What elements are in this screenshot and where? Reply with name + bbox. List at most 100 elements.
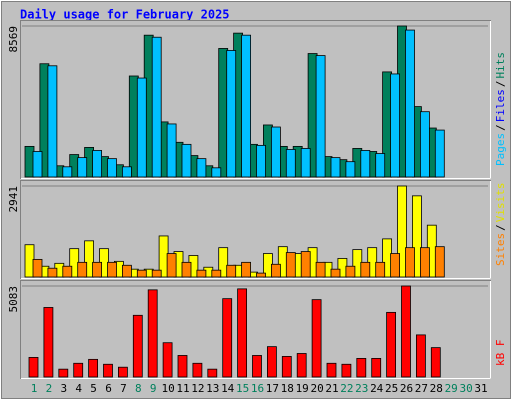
bar — [390, 253, 401, 278]
x-tick-label: 13 — [206, 382, 219, 395]
bar — [107, 158, 117, 178]
bar — [226, 264, 237, 278]
bar — [28, 357, 39, 378]
x-tick-label: 26 — [400, 382, 413, 395]
bar — [103, 363, 113, 378]
bar — [411, 195, 422, 278]
bar — [341, 363, 352, 378]
bar — [360, 150, 371, 178]
x-tick-label: 22 — [340, 382, 353, 395]
bar — [360, 261, 371, 278]
bar — [237, 288, 248, 378]
bar — [222, 298, 233, 378]
bar — [397, 185, 407, 278]
x-tick-label: 27 — [415, 382, 428, 395]
bar — [226, 50, 237, 178]
bar — [375, 261, 386, 278]
x-tick-label: 3 — [60, 382, 67, 395]
legend: kB F — [494, 340, 507, 367]
bar — [241, 261, 252, 278]
bar — [47, 65, 58, 178]
bar — [270, 126, 281, 178]
bar — [434, 246, 445, 278]
legend-entry: Files — [494, 89, 507, 122]
bar — [390, 73, 401, 178]
bar — [345, 265, 356, 278]
bar — [77, 157, 88, 178]
x-tick-label: 17 — [266, 382, 279, 395]
bar — [122, 264, 132, 278]
bar — [300, 148, 311, 178]
bar — [405, 247, 415, 278]
bar — [434, 129, 445, 178]
bar — [430, 347, 441, 378]
bar — [401, 285, 411, 378]
bar — [296, 353, 307, 378]
x-tick-label: 16 — [251, 382, 264, 395]
bar — [177, 355, 188, 378]
x-tick-label: 8 — [135, 382, 142, 395]
x-tick-label: 21 — [325, 382, 338, 395]
legend-entry: Sites — [494, 233, 507, 266]
x-tick-label: 14 — [221, 382, 235, 395]
bar — [207, 368, 218, 378]
x-tick-label: 11 — [176, 382, 189, 395]
bar — [58, 368, 69, 378]
x-tick-label: 29 — [445, 382, 458, 395]
bar — [132, 314, 143, 378]
bar — [192, 362, 203, 378]
bar — [419, 111, 430, 178]
x-tick-label: 10 — [161, 382, 174, 395]
bar — [326, 362, 337, 378]
bar — [285, 149, 296, 178]
bar — [62, 166, 73, 178]
bar — [166, 253, 177, 278]
legend-entry: Pages — [494, 133, 507, 166]
bar — [419, 247, 430, 278]
legend-separator: / — [494, 124, 507, 131]
bar — [375, 153, 386, 178]
bar — [118, 366, 128, 378]
bar — [136, 77, 147, 178]
bar — [330, 268, 341, 278]
bar — [181, 261, 192, 278]
bar — [315, 261, 326, 278]
bar — [196, 158, 207, 178]
bar — [151, 36, 162, 178]
x-tick-label: 19 — [296, 382, 309, 395]
bar — [256, 144, 266, 178]
bar — [415, 334, 426, 378]
bar — [92, 261, 102, 278]
legend: Pages/Files/Hits — [494, 52, 507, 166]
bar — [386, 311, 397, 378]
bar — [166, 123, 177, 178]
legend-separator: / — [494, 81, 507, 88]
bar — [405, 29, 415, 178]
x-tick-label: 20 — [310, 382, 323, 395]
bar — [162, 342, 173, 378]
bar — [84, 240, 94, 278]
x-tick-label: 23 — [355, 382, 368, 395]
bar — [285, 252, 296, 278]
x-tick-label: 28 — [430, 382, 443, 395]
bar — [266, 346, 277, 378]
x-tick-label: 6 — [105, 382, 112, 395]
x-tick-label: 2 — [46, 382, 53, 395]
y-tick-label: 2941 — [7, 186, 20, 213]
x-tick-label: 7 — [120, 382, 127, 395]
bar — [181, 143, 192, 178]
x-tick-label: 24 — [370, 382, 384, 395]
bar — [196, 269, 207, 278]
bar — [281, 356, 292, 378]
bar — [92, 150, 102, 178]
bar — [345, 161, 356, 178]
x-tick-label: 9 — [150, 382, 157, 395]
bar — [211, 269, 222, 278]
bar — [122, 166, 132, 178]
bar — [47, 267, 58, 278]
x-tick-label: 4 — [75, 382, 82, 395]
bar — [147, 289, 158, 378]
bar — [107, 261, 117, 278]
